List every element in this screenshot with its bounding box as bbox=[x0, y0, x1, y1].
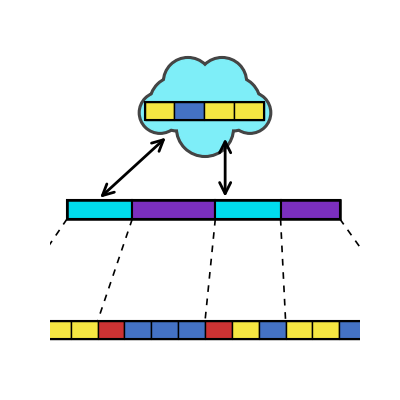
Bar bbox=[132, 200, 215, 219]
Bar bbox=[124, 321, 151, 339]
Circle shape bbox=[228, 91, 272, 134]
Circle shape bbox=[166, 65, 244, 142]
Bar bbox=[215, 200, 280, 219]
Circle shape bbox=[231, 94, 268, 131]
Bar bbox=[178, 321, 205, 339]
Circle shape bbox=[148, 75, 206, 132]
Circle shape bbox=[176, 99, 234, 157]
Bar bbox=[205, 321, 232, 339]
Bar bbox=[71, 321, 98, 339]
Bar bbox=[286, 321, 312, 339]
Bar bbox=[204, 102, 234, 120]
Bar bbox=[98, 321, 124, 339]
Circle shape bbox=[197, 57, 248, 107]
Bar bbox=[144, 102, 174, 120]
Circle shape bbox=[200, 60, 244, 104]
Bar bbox=[174, 102, 204, 120]
Bar bbox=[234, 102, 264, 120]
Circle shape bbox=[142, 94, 179, 131]
Circle shape bbox=[138, 91, 182, 134]
Bar bbox=[67, 200, 340, 219]
Bar bbox=[67, 200, 132, 219]
Bar bbox=[144, 102, 264, 120]
Bar bbox=[44, 321, 71, 339]
Bar bbox=[44, 321, 366, 339]
Circle shape bbox=[152, 78, 202, 129]
Circle shape bbox=[208, 78, 258, 129]
Bar bbox=[151, 321, 178, 339]
Circle shape bbox=[169, 68, 241, 139]
Bar bbox=[339, 321, 366, 339]
Bar bbox=[280, 200, 340, 219]
Bar bbox=[259, 321, 286, 339]
Circle shape bbox=[166, 60, 210, 104]
Circle shape bbox=[162, 57, 213, 107]
Circle shape bbox=[179, 102, 231, 154]
Circle shape bbox=[204, 75, 262, 132]
Bar bbox=[232, 321, 259, 339]
Bar bbox=[312, 321, 339, 339]
